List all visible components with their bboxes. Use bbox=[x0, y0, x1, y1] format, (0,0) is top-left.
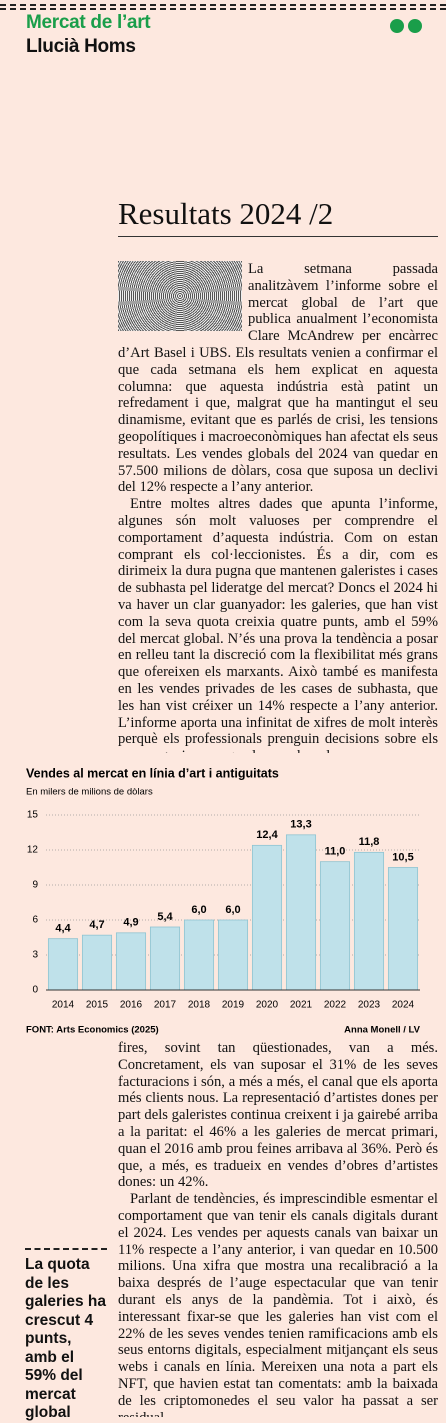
x-tick-label: 2024 bbox=[392, 1000, 415, 1011]
body-top: La setmana passada analitzàvem l’informe… bbox=[118, 261, 438, 753]
dot bbox=[408, 19, 422, 33]
bar bbox=[183, 919, 215, 991]
x-tick-label: 2020 bbox=[256, 1000, 279, 1011]
x-tick-label: 2022 bbox=[324, 1000, 347, 1011]
x-tick-label: 2015 bbox=[86, 1000, 109, 1011]
x-tick-label: 2017 bbox=[154, 1000, 177, 1011]
data-label: 12,4 bbox=[256, 829, 278, 841]
bar bbox=[387, 867, 419, 991]
chart: Vendes al mercat en línia d’art i antigu… bbox=[26, 766, 421, 1036]
y-tick-label: 6 bbox=[32, 915, 38, 926]
paragraph: fires, sovint tan qüestionades, van a mé… bbox=[118, 1040, 438, 1191]
author: Llucià Homs bbox=[26, 36, 136, 57]
data-label: 13,3 bbox=[290, 819, 311, 831]
bar bbox=[319, 861, 351, 991]
bar bbox=[47, 938, 79, 991]
data-label: 6,0 bbox=[225, 904, 240, 916]
bar bbox=[285, 834, 317, 991]
body-bottom: fires, sovint tan qüestionades, van a mé… bbox=[118, 1040, 438, 1417]
bar bbox=[149, 926, 181, 991]
x-tick-label: 2014 bbox=[52, 1000, 75, 1011]
author-photo bbox=[118, 261, 242, 331]
top-rule bbox=[0, 4, 446, 6]
paragraph: Parlant de tendències, és imprescindible… bbox=[118, 1191, 438, 1417]
y-tick-label: 12 bbox=[27, 845, 39, 856]
headline: Resultats 2024 /2 bbox=[118, 196, 438, 237]
bar bbox=[251, 844, 283, 991]
chart-title: Vendes al mercat en línia d’art i antigu… bbox=[26, 766, 279, 780]
data-label: 4,9 bbox=[123, 917, 138, 929]
y-tick-label: 9 bbox=[32, 880, 38, 891]
x-tick-label: 2018 bbox=[188, 1000, 211, 1011]
top-rule bbox=[0, 8, 446, 10]
data-label: 4,4 bbox=[55, 923, 71, 935]
dot bbox=[390, 19, 404, 33]
y-tick-label: 3 bbox=[32, 950, 38, 961]
chart-source: FONT: Arts Economics (2025) bbox=[26, 1025, 159, 1036]
x-tick-label: 2021 bbox=[290, 1000, 313, 1011]
data-label: 11,8 bbox=[359, 836, 380, 848]
bar bbox=[353, 851, 385, 991]
x-tick-label: 2023 bbox=[358, 1000, 381, 1011]
x-tick-label: 2019 bbox=[222, 1000, 245, 1011]
data-label: 11,0 bbox=[325, 846, 346, 858]
bar bbox=[115, 932, 147, 991]
paragraph: Entre moltes altres dades que apunta l’i… bbox=[118, 496, 438, 753]
data-label: 4,7 bbox=[89, 919, 104, 931]
x-tick-label: 2016 bbox=[120, 1000, 143, 1011]
bar bbox=[81, 934, 113, 991]
chart-credit: Anna Monell / LV bbox=[344, 1025, 420, 1036]
data-label: 5,4 bbox=[157, 911, 173, 923]
chart-subtitle: En milers de milions de dòlars bbox=[26, 787, 153, 798]
bar bbox=[217, 919, 249, 991]
data-label: 10,5 bbox=[392, 851, 413, 863]
section-title: Mercat de l’art bbox=[26, 12, 151, 33]
data-label: 6,0 bbox=[191, 904, 206, 916]
y-tick-label: 15 bbox=[27, 810, 39, 821]
y-tick-label: 0 bbox=[32, 985, 38, 996]
paragraph: La setmana passada analitzàvem l’informe… bbox=[118, 261, 438, 496]
pullquote: La quota de les galeries ha crescut 4 pu… bbox=[25, 1248, 107, 1423]
